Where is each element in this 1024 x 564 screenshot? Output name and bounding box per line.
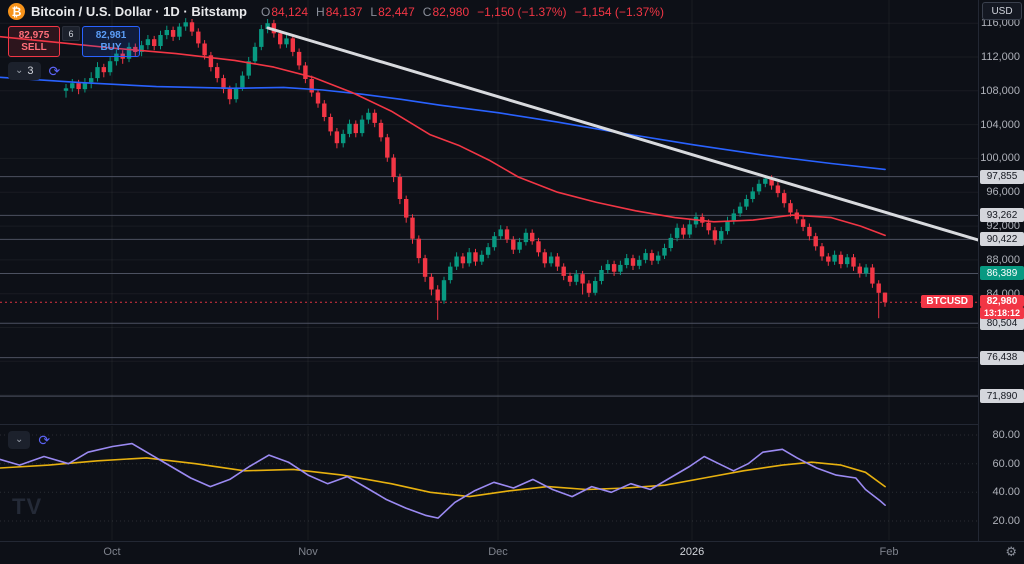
pane-divider[interactable]	[0, 424, 1024, 425]
chevron-down-icon: ⌄	[15, 434, 24, 445]
time-axis-label: Dec	[488, 546, 508, 558]
change-value-1: −1,150 (−1.37%)	[477, 4, 567, 19]
settings-gear-icon[interactable]: ⚙	[1005, 545, 1017, 560]
price-axis-label: 112,000	[981, 51, 1020, 63]
sell-price: 82,975	[18, 29, 50, 41]
buy-button[interactable]: 82,981 BUY	[82, 26, 140, 57]
time-axis-label: Nov	[298, 546, 318, 558]
time-axis-label: 2026	[679, 546, 705, 558]
sell-label: SELL	[21, 41, 47, 53]
chevron-down-icon: ⌄	[15, 65, 24, 76]
change-value-2: −1,154 (−1.37%)	[574, 4, 664, 19]
time-axis[interactable]: Oct Nov Dec 2026 Feb ⚙	[0, 541, 1024, 564]
hidden-indicators-count: 3	[27, 65, 34, 77]
price-axis-label: 96,000	[986, 186, 1020, 199]
rsi-pane-canvas[interactable]	[0, 426, 978, 540]
last-price-symbol-badge: BTCUSD	[921, 295, 973, 309]
tradingview-watermark: TV	[12, 494, 43, 519]
price-axis-label: 108,000	[980, 84, 1020, 97]
rsi-axis-label: 80.00	[992, 429, 1020, 441]
rsi-axis-label: 40.00	[992, 486, 1020, 499]
trade-buttons: 82,975 SELL 6 82,981 BUY	[8, 26, 140, 57]
symbol-header: ₿ Bitcoin / U.S. Dollar · 1D · Bitstamp …	[8, 3, 664, 20]
currency-unit-button[interactable]: USD	[982, 2, 1022, 20]
price-level-badge: 71,890	[980, 389, 1024, 404]
ohlc-open: O84,124	[260, 4, 309, 19]
symbol-title[interactable]: Bitcoin / U.S. Dollar · 1D · Bitstamp	[31, 4, 247, 19]
rsi-refresh-icon[interactable]: ⟳	[38, 432, 51, 448]
last-price-badge: 82,980	[980, 295, 1024, 308]
rsi-pane-controls: ⌄ ⟳	[8, 431, 50, 449]
price-axis-label: 100,000	[980, 152, 1020, 165]
chart-region: ₿ Bitcoin / U.S. Dollar · 1D · Bitstamp …	[0, 0, 978, 540]
price-axis-label: 92,000	[986, 220, 1020, 233]
price-level-badge: 76,438	[980, 350, 1024, 365]
price-axis-label: 116,000	[981, 17, 1020, 30]
rsi-collapse-button[interactable]: ⌄	[8, 431, 31, 449]
price-level-badge: 86,389	[980, 266, 1024, 281]
price-axis-label: 104,000	[980, 118, 1020, 131]
ohlc-high: H84,137	[316, 4, 363, 19]
hidden-indicators-button[interactable]: ⌄ 3	[8, 62, 41, 80]
ohlc-low: L82,447	[370, 4, 415, 19]
price-axis-label: 88,000	[986, 253, 1020, 266]
refresh-icon[interactable]: ⟳	[48, 63, 61, 79]
countdown-badge: 13:18:12	[980, 307, 1024, 320]
price-level-badge: 97,855	[980, 169, 1024, 184]
price-level-badge: 80,504	[980, 316, 1024, 331]
buy-price: 82,981	[95, 29, 127, 41]
time-axis-label: Feb	[879, 546, 899, 558]
price-axis[interactable]: USD 116,000 112,000 108,000 104,000 100,000 9…	[978, 0, 1024, 541]
time-axis-label: Oct	[103, 546, 121, 558]
ohlc-readout: O84,124 H84,137 L82,447 C82,980 −1,150 (…	[261, 5, 664, 19]
price-level-badge: 93,262	[980, 208, 1024, 223]
bitcoin-icon: ₿	[8, 3, 25, 20]
rsi-axis-label: 60.00	[992, 457, 1020, 470]
sell-button[interactable]: 82,975 SELL	[8, 26, 60, 57]
main-chart-canvas[interactable]	[0, 0, 978, 424]
price-level-badge: 90,422	[980, 232, 1024, 247]
buy-label: BUY	[100, 41, 122, 53]
ohlc-close: C82,980	[422, 4, 470, 19]
rsi-axis-label: 20.00	[992, 515, 1020, 527]
spread-value: 6	[62, 26, 80, 41]
main-pane-controls: ⌄ 3 ⟳	[8, 62, 60, 80]
